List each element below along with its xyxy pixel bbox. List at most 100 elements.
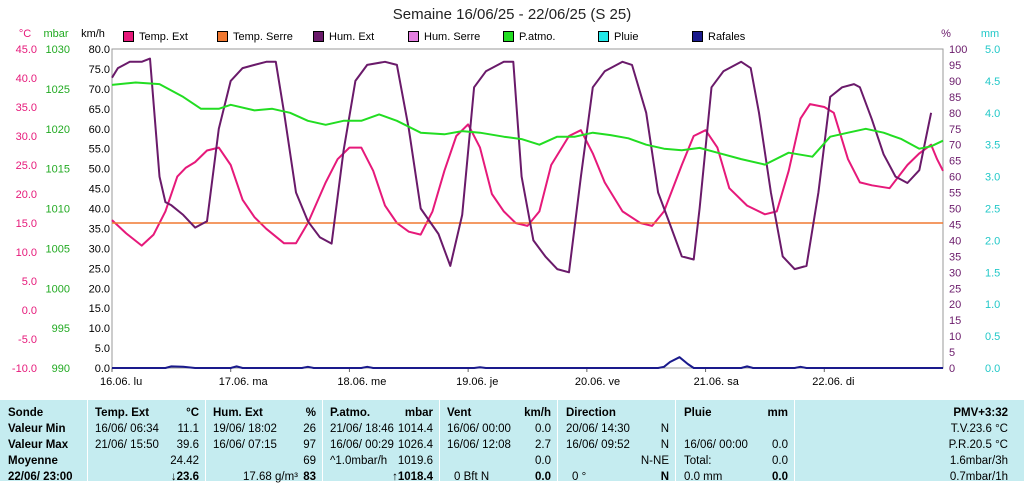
- row-label-max: Valeur Max: [8, 439, 69, 451]
- tick-hum: 55: [949, 188, 961, 200]
- axis-unit-rain: mm: [981, 28, 999, 40]
- series-line: [111, 103, 944, 247]
- tick-wind: 40.0: [89, 204, 110, 216]
- series-line: [111, 57, 933, 274]
- tick-temp: 35.0: [16, 102, 37, 114]
- tick-hum: 15: [949, 315, 961, 327]
- col-vent: Vent km/h 16/06/ 00:00 0.0 16/06/ 12:08 …: [440, 400, 558, 483]
- day-label: 16.06. lu: [100, 376, 142, 388]
- day-label: 17.06. ma: [219, 376, 269, 388]
- tick-wind: 20.0: [89, 283, 110, 295]
- tick-hum: 50: [949, 204, 961, 216]
- tick-temp: 15.0: [16, 218, 37, 230]
- cell-pres-avg-val: 1019.6: [397, 455, 433, 467]
- header-vent-unit: km/h: [524, 407, 551, 419]
- tick-wind: 30.0: [89, 243, 110, 255]
- legend-item-hum-ext: Hum. Ext: [313, 31, 374, 43]
- cell-pmv-3h: 1.6mbar/3h: [949, 455, 1008, 467]
- tick-rain: 4.0: [985, 108, 1000, 120]
- day-label: 21.06. sa: [694, 376, 740, 388]
- tick-temp: 45.0: [16, 44, 37, 56]
- tick-pres: 1030: [46, 44, 70, 56]
- cell-hum-max-val: 97: [303, 439, 316, 451]
- tick-hum: 60: [949, 172, 961, 184]
- header-hum-unit: %: [305, 407, 316, 419]
- tick-pres: 1010: [46, 204, 70, 216]
- tick-temp: 5.0: [22, 276, 37, 288]
- legend-swatch: [123, 31, 134, 42]
- cell-hum-current-val: 83: [303, 471, 316, 483]
- header-direction: Direction: [566, 407, 616, 419]
- tick-pres: 1020: [46, 124, 70, 136]
- tick-temp: 10.0: [16, 247, 37, 259]
- cell-dir-degrees: 0 °: [572, 471, 587, 483]
- tick-wind: 80.0: [89, 44, 110, 56]
- tick-wind: 55.0: [89, 144, 110, 156]
- tick-hum: 30: [949, 267, 961, 279]
- cell-dir-min-date: 20/06/ 14:30: [566, 423, 630, 435]
- legend-swatch: [217, 31, 228, 42]
- tick-pres: 1000: [46, 283, 70, 295]
- tick-wind: 65.0: [89, 104, 110, 116]
- weather-chart: °C mbar km/h% mm 45.0 40.0 35.0 30.0 25.0 20.0 15.…: [12, 28, 1000, 388]
- cell-vent-bft: 0 Bft N: [454, 471, 490, 483]
- col-direction: Direction 20/06/ 14:30 N 16/06/ 09:52 N …: [558, 400, 676, 483]
- tick-pres: 995: [52, 323, 70, 335]
- tick-rain: 1.5: [985, 267, 1000, 279]
- tick-wind: 45.0: [89, 184, 110, 196]
- cell-pmv-pr: P.R.20.5 °C: [948, 439, 1008, 451]
- axis-unit-hum: %: [941, 28, 951, 40]
- row-label-min: Valeur Min: [8, 423, 66, 435]
- header-pluie: Pluie: [684, 407, 712, 419]
- cell-vent-min-val: 0.0: [535, 423, 551, 435]
- header-pmv: PMV+3:32: [953, 407, 1008, 419]
- tick-wind: 60.0: [89, 124, 110, 136]
- header-sonde: Sonde: [8, 407, 44, 419]
- tick-hum: 100: [949, 44, 967, 56]
- day-label: 22.06. di: [812, 376, 854, 388]
- tick-wind: 0.0: [95, 363, 110, 375]
- legend-item-temp-serre: Temp. Serre: [217, 31, 293, 43]
- tick-hum: 65: [949, 156, 961, 168]
- cell-temp-max-val: 39.6: [176, 439, 199, 451]
- axis-unit-pres: mbar: [43, 28, 68, 40]
- tick-temp: -5.0: [18, 334, 37, 346]
- cell-temp-min-date: 16/06/ 06:34: [95, 423, 159, 435]
- tick-hum: 10: [949, 331, 961, 343]
- cell-hum-min-val: 26: [303, 423, 316, 435]
- tick-wind: 25.0: [89, 263, 110, 275]
- tick-hum: 85: [949, 92, 961, 104]
- cell-pluie-max-date: 16/06/ 00:00: [684, 439, 748, 451]
- tick-pres: 1025: [46, 84, 70, 96]
- tick-hum: 75: [949, 124, 961, 136]
- tick-wind: 75.0: [89, 64, 110, 76]
- tick-rain: 0.5: [985, 331, 1000, 343]
- legend-swatch: [598, 31, 609, 42]
- cell-pluie-total-label: Total:: [684, 455, 712, 467]
- tick-hum: 90: [949, 76, 961, 88]
- tick-hum: 70: [949, 140, 961, 152]
- legend-swatch: [408, 31, 419, 42]
- cell-pres-min-date: 21/06/ 18:46: [330, 423, 394, 435]
- cell-vent-max-val: 2.7: [535, 439, 551, 451]
- cell-pres-max-val: 1026.4: [397, 439, 433, 451]
- legend-item-temp-ext: Temp. Ext: [123, 31, 188, 43]
- header-pres-unit: mbar: [404, 407, 433, 419]
- tick-wind: 70.0: [89, 84, 110, 96]
- tick-hum: 35: [949, 251, 961, 263]
- tick-temp: 30.0: [16, 131, 37, 143]
- col-pres: P.atmo. mbar 21/06/ 18:46 1014.4 16/06/ …: [323, 400, 440, 483]
- tick-hum: 80: [949, 108, 961, 120]
- cell-dir-avg-val: N-NE: [640, 455, 669, 467]
- tick-rain: 2.5: [985, 204, 1000, 216]
- cell-pluie-max-val: 0.0: [772, 439, 788, 451]
- header-temp-unit: °C: [186, 407, 199, 419]
- cell-pres-trend: ^1.0mbar/h: [330, 455, 388, 467]
- cell-hum-current-abs: 17.68 g/m³: [243, 471, 298, 483]
- tick-hum: 5: [949, 347, 955, 359]
- legend-swatch: [313, 31, 324, 42]
- cell-vent-current-val: 0.0: [535, 471, 551, 483]
- cell-dir-max-val: N: [660, 439, 669, 451]
- cell-dir-min-val: N: [660, 423, 669, 435]
- col-hum: Hum. Ext % 19/06/ 18:02 26 16/06/ 07:15 …: [206, 400, 323, 483]
